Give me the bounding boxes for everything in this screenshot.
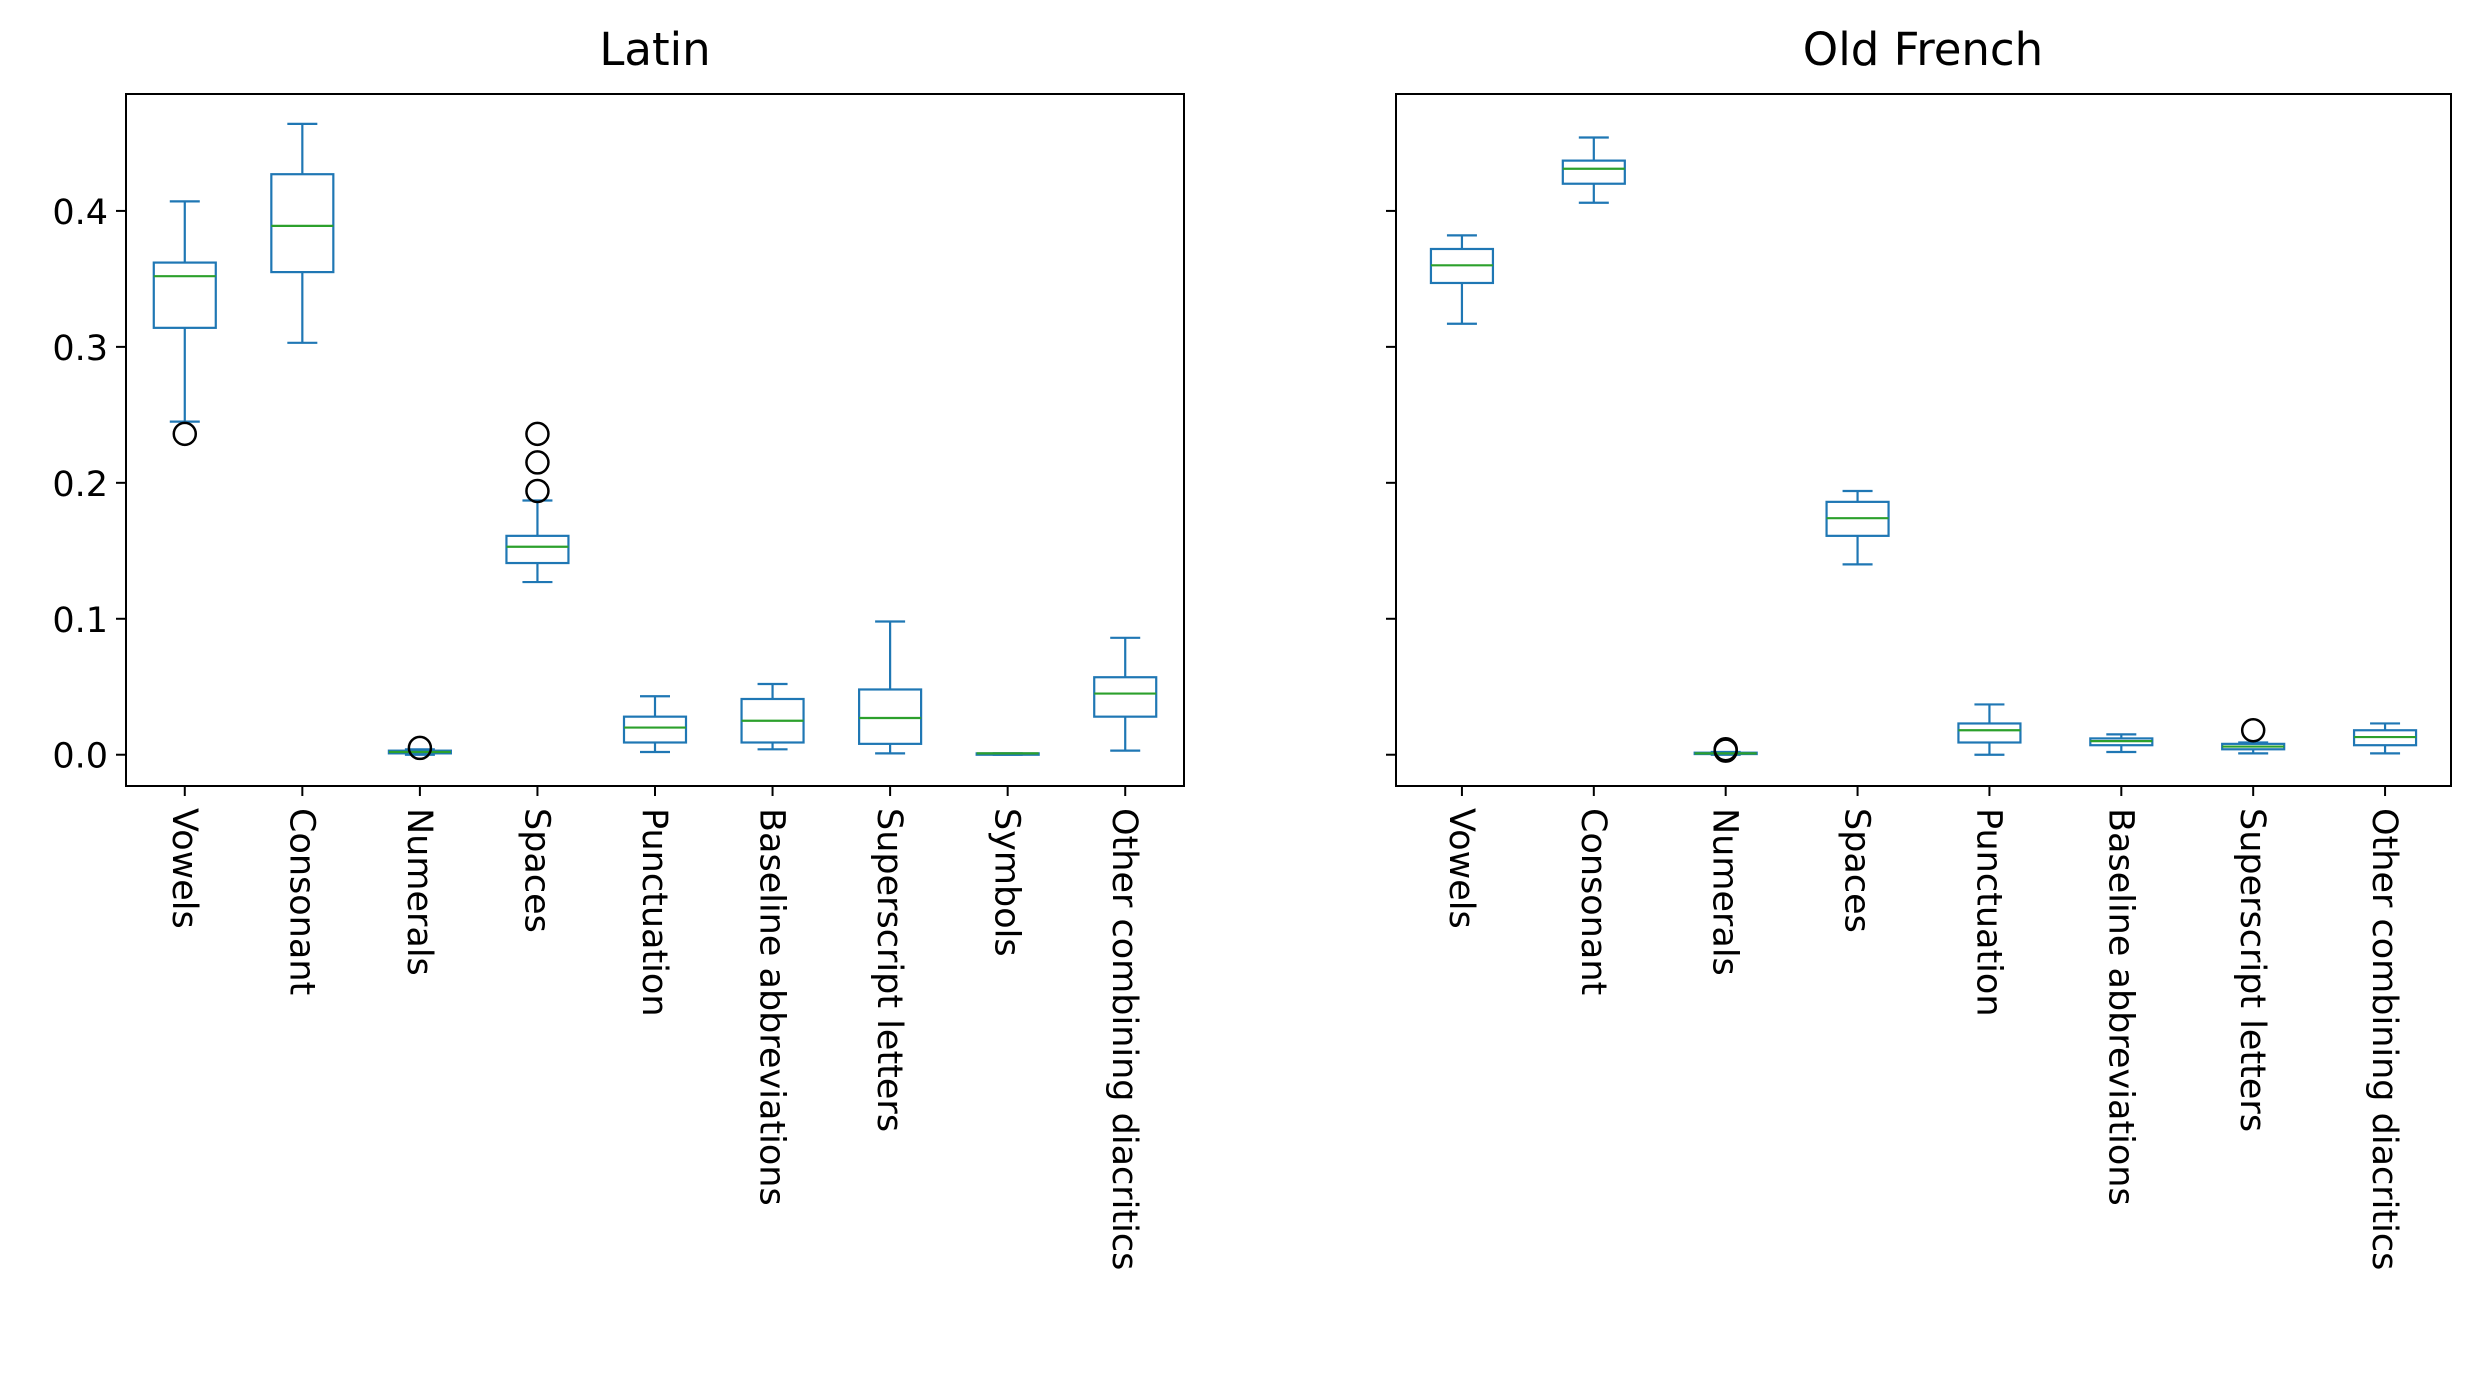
iqr-box — [1561, 159, 1626, 185]
outlier-point — [525, 478, 550, 504]
box-vowels — [1429, 234, 1495, 325]
box-other-combining-diacritics — [1093, 636, 1158, 752]
outlier-point — [2240, 718, 2266, 743]
panel-title-old-french: Old French — [1803, 23, 2043, 76]
y-tick-label: 0.4 — [52, 193, 108, 233]
outlier-point — [525, 450, 550, 475]
box-symbols — [975, 752, 1040, 756]
box-baseline-abbreviations — [2089, 733, 2154, 754]
x-axis-latin: Vowels Consonant Numerals Spaces Punctuation… — [164, 786, 1144, 1270]
y-axis-latin: 0.0 0.1 0.2 0.3 0.4 — [52, 193, 126, 777]
x-tick-label-baseline-abbreviations: Baseline abbreviations — [752, 808, 792, 1206]
iqr-box — [505, 534, 570, 565]
box-spaces — [505, 421, 570, 584]
box-spaces — [1825, 489, 1890, 566]
x-tick-label-punctuation: Punctuation — [634, 808, 674, 1017]
box-punctuation — [1957, 703, 2022, 756]
iqr-box — [1957, 722, 2022, 744]
iqr-box — [858, 688, 923, 745]
iqr-box — [622, 715, 688, 744]
iqr-box — [1093, 676, 1158, 718]
x-tick-label-vowels: Vowels — [164, 808, 204, 929]
x-tick-label-consonant: Consonant — [1573, 808, 1613, 995]
outlier-point — [1713, 737, 1738, 762]
box-numerals — [387, 735, 452, 761]
y-axis-old-french — [1386, 209, 1396, 756]
box-numerals — [1693, 737, 1758, 763]
outlier-point — [525, 421, 550, 447]
plot-frame-latin — [125, 93, 1185, 787]
y-tick-label: 0.0 — [52, 737, 108, 777]
y-tick-label: 0.3 — [52, 329, 108, 369]
x-tick-label-vowels: Vowels — [1441, 808, 1481, 929]
box-vowels — [152, 200, 217, 447]
boxes-latin — [152, 122, 1158, 761]
x-tick-label-symbols: Symbols — [987, 808, 1027, 957]
panel-title-latin: Latin — [599, 23, 710, 76]
box-baseline-abbreviations — [740, 682, 805, 751]
x-tick-label-spaces: Spaces — [516, 808, 556, 933]
plot-frame-old-french — [1395, 93, 2452, 787]
x-axis-old-french: Vowels Consonant Numerals Spaces Punctuation… — [1441, 786, 2404, 1270]
box-superscript-letters — [858, 620, 923, 755]
box-consonant — [1561, 136, 1626, 204]
outlier-point — [172, 421, 198, 447]
box-superscript-letters — [2221, 718, 2286, 755]
y-tick-label: 0.1 — [52, 601, 108, 641]
x-tick-label-baseline-abbreviations: Baseline abbreviations — [2100, 808, 2140, 1206]
box-punctuation — [622, 695, 688, 754]
x-tick-label-other-combining-diacritics: Other combining diacritics — [2364, 808, 2404, 1270]
x-tick-label-superscript-letters: Superscript letters — [869, 808, 909, 1132]
x-tick-label-numerals: Numerals — [399, 808, 439, 976]
x-tick-label-spaces: Spaces — [1837, 808, 1877, 933]
outlier-point — [407, 735, 433, 761]
panel-old-french: Old French Vowels Consonant Numerals Spaces… — [1386, 23, 2452, 1270]
x-tick-label-superscript-letters: Superscript letters — [2232, 808, 2272, 1132]
x-tick-label-other-combining-diacritics: Other combining diacritics — [1104, 808, 1144, 1270]
x-tick-label-consonant: Consonant — [281, 808, 321, 995]
iqr-box — [152, 261, 217, 329]
box-other-combining-diacritics — [2352, 722, 2418, 755]
y-tick-label: 0.2 — [52, 465, 108, 505]
boxes-old-french — [1429, 136, 2418, 763]
iqr-box — [270, 173, 335, 274]
panel-latin: Latin 0.0 0.1 0.2 0.3 0.4 Vowels Consonant Num… — [52, 23, 1185, 1270]
x-tick-label-punctuation: Punctuation — [1968, 808, 2008, 1017]
x-tick-label-numerals: Numerals — [1705, 808, 1745, 976]
box-consonant — [270, 122, 335, 344]
